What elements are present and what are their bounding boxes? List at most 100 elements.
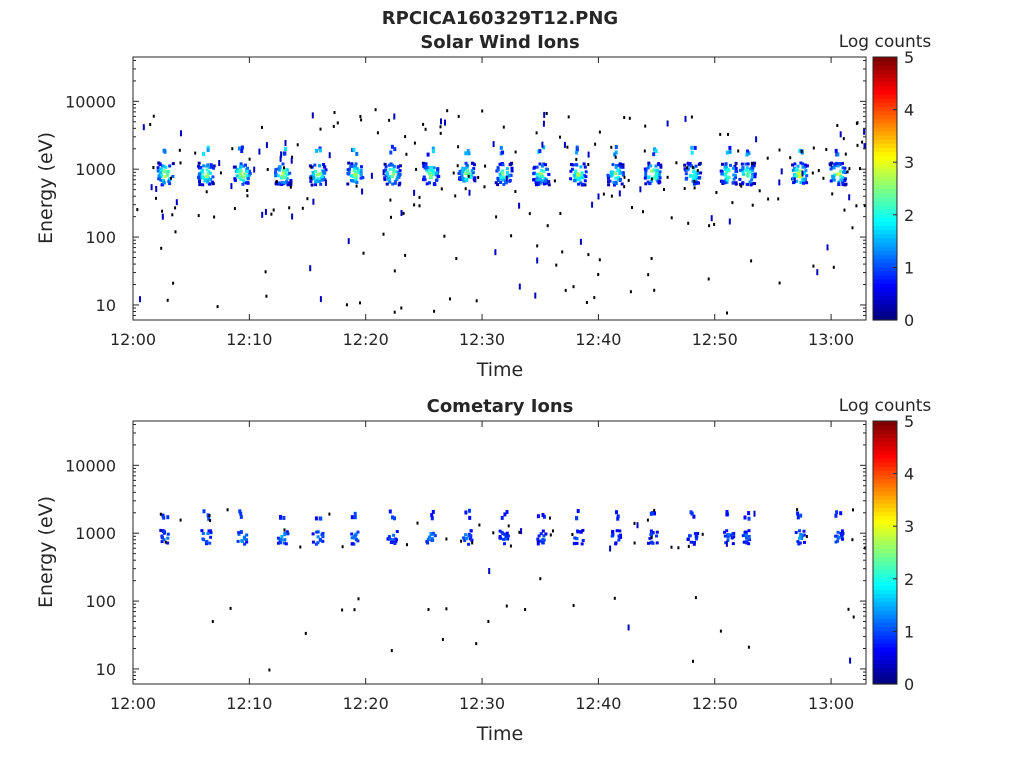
- single-count: [175, 199, 178, 206]
- count-cell: [608, 179, 612, 183]
- count-cell: [205, 168, 209, 172]
- count-cell: [721, 182, 725, 185]
- count-cell: [469, 529, 473, 533]
- single-count: [598, 258, 601, 262]
- count-cell: [277, 541, 280, 545]
- colorbar-segment: [873, 184, 897, 190]
- colorbar-segment: [873, 283, 897, 288]
- colorbar-segment: [873, 556, 897, 562]
- colorbar-segment: [873, 151, 897, 157]
- count-cell: [279, 176, 283, 180]
- count-cell: [309, 174, 313, 178]
- count-cell: [320, 533, 324, 537]
- count-cell: [472, 167, 476, 171]
- count-cell: [167, 180, 171, 184]
- colorbar-segment: [873, 85, 897, 91]
- count-cell: [283, 181, 287, 185]
- count-cell: [274, 174, 278, 178]
- single-count: [178, 148, 181, 152]
- count-cell: [836, 530, 840, 534]
- single-count: [707, 277, 710, 281]
- colorbar-segment: [873, 597, 897, 603]
- count-cell: [537, 534, 541, 538]
- count-cell: [430, 513, 434, 518]
- count-cell: [200, 529, 204, 533]
- count-cell: [747, 534, 751, 538]
- count-cell: [654, 148, 658, 153]
- count-cell: [397, 172, 401, 176]
- count-cell: [166, 169, 170, 173]
- single-count: [663, 188, 665, 191]
- count-cell: [646, 180, 650, 184]
- single-count: [851, 538, 854, 542]
- panel-title-cometary: Cometary Ions: [427, 396, 574, 417]
- count-cell: [692, 514, 696, 519]
- count-cell: [157, 176, 161, 180]
- count-cell: [799, 513, 803, 518]
- count-cell: [803, 172, 807, 175]
- single-count: [559, 212, 562, 215]
- x-tick-label: 12:00: [110, 330, 156, 349]
- count-cell: [395, 530, 399, 533]
- colorbar-segment: [873, 679, 897, 685]
- count-cell: [471, 171, 475, 175]
- count-cell: [836, 164, 840, 168]
- count-cell: [577, 172, 580, 176]
- count-cell: [157, 161, 161, 165]
- single-count: [283, 166, 285, 170]
- count-cell: [575, 145, 579, 150]
- count-cell: [393, 170, 397, 173]
- count-cell: [314, 178, 317, 182]
- count-cell: [355, 166, 359, 170]
- count-cell: [283, 147, 287, 152]
- count-cell: [733, 173, 737, 177]
- single-count: [694, 596, 697, 600]
- count-cell: [352, 542, 356, 546]
- count-cell: [398, 164, 402, 168]
- single-count: [848, 194, 851, 201]
- count-cell: [745, 152, 749, 157]
- single-count: [400, 306, 403, 310]
- single-count: [471, 541, 474, 545]
- sweep-cluster: [834, 510, 845, 544]
- count-cell: [459, 178, 463, 182]
- count-cell: [542, 170, 546, 173]
- colorbar-segment: [873, 601, 897, 607]
- count-cell: [646, 166, 650, 170]
- single-count: [291, 213, 294, 220]
- single-count: [564, 288, 567, 292]
- single-count: [509, 544, 512, 548]
- single-count: [152, 166, 155, 169]
- count-cell: [503, 179, 507, 183]
- count-cell: [535, 165, 539, 169]
- count-cell: [388, 163, 391, 167]
- count-cell: [356, 539, 360, 543]
- count-cell: [612, 180, 616, 184]
- count-cell: [390, 540, 394, 544]
- colorbar-segment: [873, 560, 897, 566]
- count-cell: [246, 166, 249, 170]
- count-cell: [168, 182, 172, 186]
- count-cell: [607, 175, 611, 179]
- count-cell: [468, 176, 472, 180]
- count-cell: [210, 165, 214, 169]
- count-cell: [510, 169, 514, 173]
- count-cell: [503, 542, 506, 546]
- y-tick-label: 100: [85, 592, 116, 611]
- colorbar-segment: [873, 490, 897, 496]
- single-count: [361, 188, 364, 195]
- x-tick-label: 12:40: [575, 694, 621, 713]
- count-cell: [580, 175, 584, 179]
- colorbar-segment: [873, 246, 897, 251]
- count-cell: [311, 540, 315, 544]
- single-count: [290, 157, 293, 164]
- single-count: [161, 213, 164, 220]
- count-cell: [647, 163, 651, 167]
- colorbar-segment: [873, 196, 897, 202]
- single-count: [370, 172, 373, 179]
- count-cell: [206, 148, 210, 152]
- count-cell: [534, 181, 538, 184]
- count-cell: [283, 538, 287, 542]
- count-cell: [570, 167, 574, 171]
- single-count: [639, 186, 642, 193]
